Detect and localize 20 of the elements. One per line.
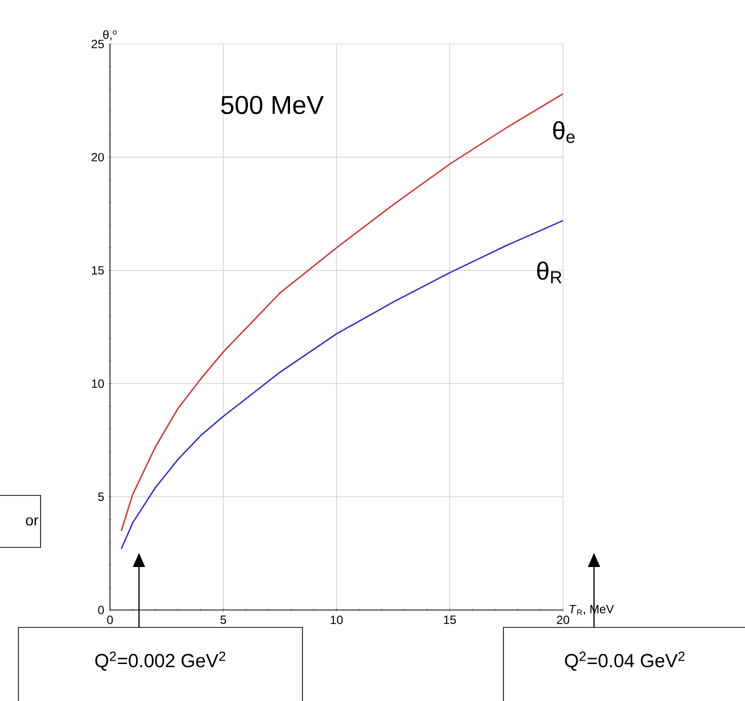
y-tick-label: 25 xyxy=(92,40,104,48)
y-tick-label: 5 xyxy=(98,492,104,501)
series-label: θ$_{R}$ xyxy=(537,262,562,284)
x-tick-label: 20 xyxy=(556,616,570,624)
text: Q$^{2}$=0.04 GeV$^{2}$ xyxy=(565,652,684,671)
series-label: θ$_{e}$ xyxy=(553,121,575,144)
x-tick-label: 5 xyxy=(220,616,226,624)
y-tick-label: 15 xyxy=(92,266,104,275)
y-tick-label: 10 xyxy=(92,379,104,388)
line-series xyxy=(120,93,564,532)
y-tick-label: 20 xyxy=(92,152,104,162)
text: or xyxy=(26,517,38,526)
x-tick-label: 0 xyxy=(107,616,113,624)
text: 500 MeV xyxy=(221,96,324,114)
y-axis-title: θ,$^{o}$ xyxy=(103,30,117,40)
text: Q$^{2}$=0.002 GeV$^{2}$ xyxy=(95,652,226,671)
x-tick-label: 10 xyxy=(330,616,343,624)
line-series xyxy=(120,220,564,550)
y-tick-label: 0 xyxy=(98,606,104,614)
x-tick-label: 15 xyxy=(444,616,456,624)
